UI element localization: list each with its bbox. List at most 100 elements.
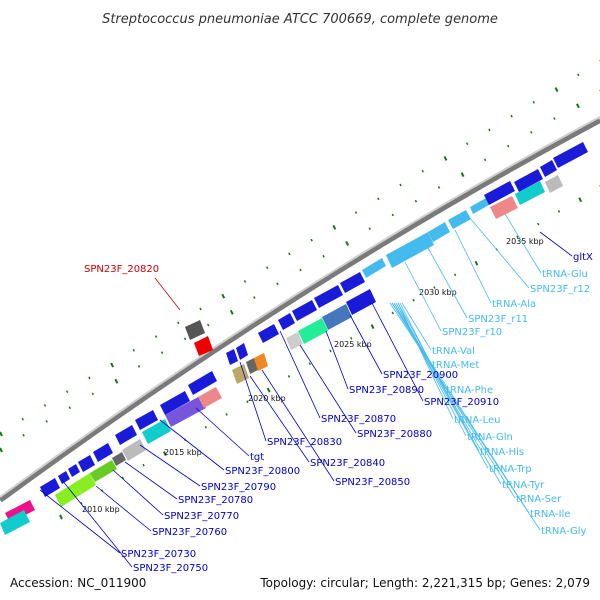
tick-mark: [474, 260, 479, 266]
gene-feature[interactable]: [115, 425, 137, 445]
trna-feature[interactable]: [362, 258, 386, 278]
gene-feature[interactable]: [58, 471, 70, 484]
leader-line: [454, 229, 492, 304]
tick-mark: [162, 451, 167, 456]
gene-feature[interactable]: [314, 285, 343, 308]
gene-feature[interactable]: [0, 510, 30, 535]
gene-label[interactable]: SPN23F_20750: [133, 563, 208, 574]
trna-label[interactable]: tRNA-Ile: [530, 509, 570, 520]
trna-label[interactable]: tRNA-Glu: [542, 269, 588, 280]
gene-feature[interactable]: [278, 313, 295, 330]
tick-mark: [437, 186, 441, 189]
gene-label[interactable]: tgt: [250, 452, 264, 463]
gene-feature[interactable]: [90, 460, 117, 482]
gene-feature[interactable]: [322, 304, 352, 330]
gene-feature[interactable]: [236, 343, 248, 360]
trna-feature[interactable]: [448, 210, 471, 229]
trna-feature[interactable]: [470, 198, 489, 214]
trna-label[interactable]: tRNA-Tyr: [502, 480, 545, 491]
gene-feature[interactable]: [226, 349, 238, 365]
trna-label[interactable]: tRNA-Ala: [492, 299, 536, 310]
gene-label[interactable]: SPN23F_20840: [310, 458, 385, 469]
gene-label[interactable]: SPN23F_20870: [321, 414, 396, 425]
trna-feature[interactable]: [386, 232, 434, 268]
gene-feature[interactable]: [540, 160, 557, 177]
gene-label[interactable]: SPN23F_20730: [121, 549, 196, 560]
tick-mark: [114, 378, 119, 384]
gene-feature[interactable]: [298, 318, 328, 344]
gene-feature[interactable]: [340, 272, 365, 293]
gene-feature[interactable]: [135, 410, 158, 430]
trna-label[interactable]: SPN23F_r12: [530, 284, 590, 295]
gene-feature[interactable]: [545, 175, 563, 193]
gene-feature[interactable]: [258, 324, 279, 343]
gene-label[interactable]: SPN23F_20900: [383, 370, 458, 381]
gene-label[interactable]: SPN23F_20760: [152, 527, 227, 538]
gene-feature[interactable]: [514, 169, 543, 192]
gene-feature[interactable]: [490, 196, 518, 219]
gene-feature[interactable]: [232, 364, 249, 384]
gene-feature[interactable]: [55, 473, 96, 507]
tick-mark: [414, 199, 418, 203]
gene-feature[interactable]: [142, 419, 171, 444]
tick-mark: [412, 298, 415, 302]
gene-feature[interactable]: [160, 391, 190, 415]
gene-label[interactable]: SPN23F_20790: [201, 482, 276, 493]
gene-feature[interactable]: [292, 300, 317, 321]
gene-feature[interactable]: [112, 452, 126, 466]
tick-mark: [45, 420, 48, 423]
trna-label[interactable]: tRNA-Leu: [454, 415, 500, 426]
gene-features: [0, 142, 588, 535]
tick-mark: [199, 307, 202, 311]
tick-mark: [345, 241, 350, 246]
leader-line: [325, 330, 349, 390]
tick-mark: [557, 210, 561, 213]
leader-line: [371, 302, 424, 402]
kbp-marker: 2020 kbp: [248, 394, 286, 403]
gene-feature[interactable]: [93, 443, 113, 462]
trna-label[interactable]: SPN23F_r11: [468, 314, 528, 325]
highlight-feature-grey[interactable]: [185, 320, 205, 340]
gene-label[interactable]: SPN23F_20910: [424, 397, 499, 408]
trna-feature[interactable]: [428, 222, 450, 242]
gene-feature[interactable]: [78, 455, 95, 472]
highlight-feature-red[interactable]: [194, 336, 213, 356]
gene-label[interactable]: SPN23F_20830: [267, 437, 342, 448]
tick-mark: [332, 224, 337, 230]
gene-feature[interactable]: [198, 387, 222, 408]
gene-feature[interactable]: [254, 353, 268, 371]
trna-label[interactable]: tRNA-Gly: [541, 526, 586, 537]
gene-feature[interactable]: [68, 464, 80, 477]
gene-feature[interactable]: [346, 289, 376, 315]
gene-feature[interactable]: [484, 181, 515, 205]
tick-mark: [266, 387, 271, 393]
gene-label[interactable]: gltX: [573, 252, 593, 263]
gene-feature[interactable]: [188, 371, 217, 395]
gene-label[interactable]: SPN23F_20780: [178, 495, 253, 506]
tick-mark: [243, 280, 247, 283]
gene-feature[interactable]: [553, 142, 588, 168]
gene-feature[interactable]: [246, 358, 258, 374]
trna-label[interactable]: SPN23F_r10: [442, 327, 502, 338]
trna-label[interactable]: tRNA-Val: [432, 346, 475, 357]
gene-label[interactable]: SPN23F_20890: [349, 385, 424, 396]
trna-label[interactable]: tRNA-Ser: [516, 494, 562, 505]
leader-line: [154, 277, 181, 311]
tick-mark: [370, 324, 375, 330]
gene-feature[interactable]: [40, 478, 60, 497]
highlight-label[interactable]: SPN23F_20820: [84, 264, 159, 275]
gene-feature[interactable]: [165, 396, 206, 427]
trna-label[interactable]: tRNA-Phe: [446, 385, 493, 396]
gene-label[interactable]: SPN23F_20850: [335, 477, 410, 488]
gene-label[interactable]: SPN23F_20770: [164, 511, 239, 522]
tick-mark: [65, 390, 69, 394]
trna-label[interactable]: tRNA-Gln: [467, 432, 513, 443]
trna-label[interactable]: tRNA-Trp: [489, 464, 532, 475]
trna-label[interactable]: tRNA-Met: [432, 360, 479, 371]
gene-feature[interactable]: [515, 181, 545, 205]
gene-label[interactable]: SPN23F_20800: [225, 466, 300, 477]
gene-feature[interactable]: [122, 439, 146, 461]
trna-label[interactable]: tRNA-His: [480, 447, 524, 458]
gene-label[interactable]: SPN23F_20880: [357, 429, 432, 440]
gene-feature[interactable]: [286, 332, 303, 350]
